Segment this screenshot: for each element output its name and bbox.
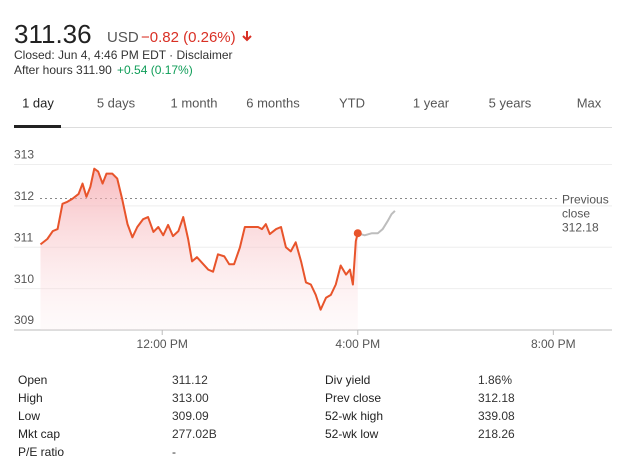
previous-close-value: 312.18 — [562, 221, 599, 235]
active-tab-underline — [14, 125, 61, 128]
stat-label: Prev close — [325, 391, 381, 405]
tab[interactable]: 1 day — [22, 95, 54, 110]
stat-value: - — [172, 445, 176, 459]
price-line — [357, 210, 396, 237]
stat-value: 218.26 — [478, 427, 515, 441]
price: 311.36 — [14, 19, 92, 49]
stat-label: Div yield — [325, 373, 370, 387]
stat-label: Open — [18, 373, 47, 387]
previous-close-label: Previous close — [562, 193, 612, 221]
stat-value: 277.02B — [172, 427, 217, 441]
stat-label: 52-wk low — [325, 427, 379, 441]
stat-label: Mkt cap — [18, 427, 60, 441]
close-dot — [353, 229, 362, 238]
tab[interactable]: Max — [577, 95, 602, 110]
after-hours: After hours 311.90 — [14, 63, 112, 77]
stat-label: P/E ratio — [18, 445, 64, 459]
tab[interactable]: 5 days — [97, 95, 136, 110]
down-arrow — [242, 31, 252, 42]
stat-value: 339.08 — [478, 409, 515, 423]
stat-value: 1.86% — [478, 373, 512, 387]
stat-value: 312.18 — [478, 391, 515, 405]
area-fill — [40, 168, 358, 330]
after-hours-change: +0.54 (0.17%) — [117, 63, 193, 77]
stat-value: 309.09 — [172, 409, 209, 423]
currency: USD — [107, 29, 139, 46]
x-tick-label: 12:00 PM — [137, 337, 188, 351]
stat-label: 52-wk high — [325, 409, 383, 423]
x-tick-label: 8:00 PM — [531, 337, 576, 351]
price-line — [39, 167, 359, 311]
x-tick-label: 4:00 PM — [335, 337, 380, 351]
tab[interactable]: 6 months — [246, 95, 300, 110]
status: Closed: Jun 4, 4:46 PM EDT · Disclaimer — [14, 48, 233, 62]
change: −0.82 (0.26%) — [141, 29, 236, 46]
stat-label: High — [18, 391, 43, 405]
y-tick-label: 309 — [14, 313, 34, 327]
tab[interactable]: 5 years — [489, 95, 532, 110]
tab[interactable]: YTD — [339, 95, 365, 110]
stat-value: 311.12 — [172, 373, 208, 387]
stat-label: Low — [18, 409, 40, 423]
y-tick-label: 312 — [14, 189, 34, 203]
y-tick-label: 311 — [14, 230, 33, 244]
y-tick-label: 313 — [14, 148, 34, 162]
tab[interactable]: 1 month — [171, 95, 218, 110]
tab[interactable]: 1 year — [413, 95, 450, 110]
stat-value: 313.00 — [172, 391, 209, 405]
y-tick-label: 310 — [14, 272, 34, 286]
